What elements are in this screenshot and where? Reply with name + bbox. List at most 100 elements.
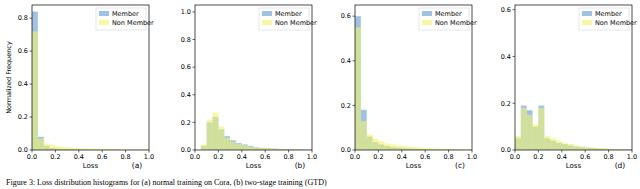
legend: MemberNon Member — [96, 8, 154, 30]
y-tick-label: 0.2 — [501, 100, 511, 108]
legend-label: Member — [275, 10, 302, 18]
y-tick — [193, 39, 196, 40]
histogram-bar — [396, 146, 402, 150]
histogram-bar — [218, 127, 224, 150]
histogram-bar — [201, 144, 207, 150]
histogram-bar — [248, 147, 254, 150]
histogram-bar — [538, 108, 544, 150]
legend-swatch — [422, 20, 432, 25]
y-tick — [353, 105, 356, 106]
histogram-bar — [236, 143, 242, 150]
histogram-bar — [585, 148, 591, 150]
x-tick-label: 0.2 — [533, 153, 543, 161]
panel: 0.00.20.40.60.81.00.00.20.40.60.8Loss(a)… — [5, 5, 154, 170]
x-axis-label: Loss — [246, 162, 262, 170]
legend-label: Non Member — [435, 19, 477, 27]
panel: 0.00.20.40.60.81.00.00.20.40.6Loss(c)Mem… — [341, 5, 478, 170]
bars — [515, 106, 632, 150]
histogram-bar — [579, 146, 585, 150]
histogram-bar — [32, 12, 38, 150]
y-tick — [513, 56, 516, 57]
y-tick — [513, 150, 516, 151]
histogram-bar — [242, 145, 248, 150]
panel-label: (c) — [455, 161, 465, 170]
histogram-bar — [254, 147, 260, 150]
y-tick — [30, 51, 33, 52]
x-tick-label: 0.0 — [190, 153, 200, 161]
legend-swatch — [99, 11, 109, 16]
legend-swatch — [582, 20, 592, 25]
legend-label: Member — [112, 10, 139, 18]
y-tick-label: 0.8 — [181, 36, 191, 44]
legend-swatch — [422, 11, 432, 16]
y-tick-label: 0.4 — [341, 57, 351, 65]
histogram-bar — [361, 121, 367, 150]
histogram-bar — [224, 136, 230, 150]
y-tick-label: 0.8 — [18, 14, 28, 22]
histogram-bar — [533, 124, 539, 150]
x-tick-label: 0.8 — [443, 153, 453, 161]
histogram-bar — [207, 120, 213, 150]
histogram-bar — [230, 140, 236, 150]
figure-caption: Figure 3: Loss distribution histograms f… — [6, 178, 327, 187]
y-tick-label: 0.6 — [341, 12, 351, 20]
histogram-bar — [242, 144, 248, 150]
x-tick-label: 0.4 — [237, 153, 247, 161]
y-tick-label: 0.2 — [341, 102, 351, 110]
histogram-bar — [61, 147, 67, 150]
histogram-bar — [38, 138, 44, 150]
y-tick-label: 0.4 — [501, 53, 511, 61]
x-tick-label: 0.2 — [50, 153, 60, 161]
x-tick-label: 0.2 — [373, 153, 383, 161]
histogram-bar — [32, 31, 38, 150]
x-tick-label: 0.0 — [350, 153, 360, 161]
y-tick — [193, 122, 196, 123]
legend: MemberNon Member — [419, 8, 477, 30]
y-tick-label: 0.2 — [181, 119, 191, 127]
legend-label: Non Member — [595, 19, 637, 27]
legend: MemberNon Member — [579, 8, 637, 30]
y-tick — [30, 150, 33, 151]
legend-label: Non Member — [112, 19, 154, 27]
histogram-bar — [538, 106, 544, 150]
x-tick-label: 0.4 — [557, 153, 567, 161]
y-tick — [193, 150, 196, 151]
x-tick-label: 0.2 — [213, 153, 223, 161]
x-tick-label: 0.0 — [27, 153, 37, 161]
x-tick-label: 0.0 — [510, 153, 520, 161]
y-tick-label: 0.4 — [181, 91, 191, 99]
y-tick-label: 0.6 — [181, 63, 191, 71]
histogram-bar — [568, 144, 574, 150]
y-tick — [353, 60, 356, 61]
x-tick-label: 0.4 — [397, 153, 407, 161]
y-tick — [193, 67, 196, 68]
histogram-bar — [355, 27, 361, 150]
panel-label: (d) — [615, 161, 626, 170]
legend-label: Non Member — [275, 19, 317, 27]
histogram-bar — [230, 142, 236, 150]
histogram-bar — [361, 110, 367, 150]
y-tick — [513, 9, 516, 10]
histogram-bar — [579, 147, 585, 150]
histogram-bar — [378, 141, 384, 150]
x-tick-label: 0.6 — [580, 153, 590, 161]
x-axis-label: Loss — [406, 162, 422, 170]
panel: 0.00.20.40.60.81.00.00.20.40.6Loss(d)Mem… — [501, 5, 638, 170]
legend-label: Member — [435, 10, 462, 18]
y-tick-label: 0.6 — [501, 6, 511, 14]
figure: 0.00.20.40.60.81.00.00.20.40.60.8Loss(a)… — [0, 0, 640, 189]
histogram-bar — [414, 147, 420, 150]
histogram-bar — [574, 145, 580, 150]
y-tick — [193, 11, 196, 12]
x-tick-label: 0.4 — [74, 153, 84, 161]
histogram-bar — [67, 148, 73, 150]
x-tick-label: 1.0 — [467, 153, 477, 161]
y-tick — [30, 18, 33, 19]
histogram-bar — [550, 138, 556, 150]
legend: MemberNon Member — [259, 8, 317, 30]
y-tick-label: 0.0 — [501, 146, 511, 154]
histogram-bar — [248, 146, 254, 150]
y-tick-label: 0.0 — [341, 146, 351, 154]
panel-label: (b) — [295, 161, 306, 170]
histogram-bar — [50, 145, 56, 150]
